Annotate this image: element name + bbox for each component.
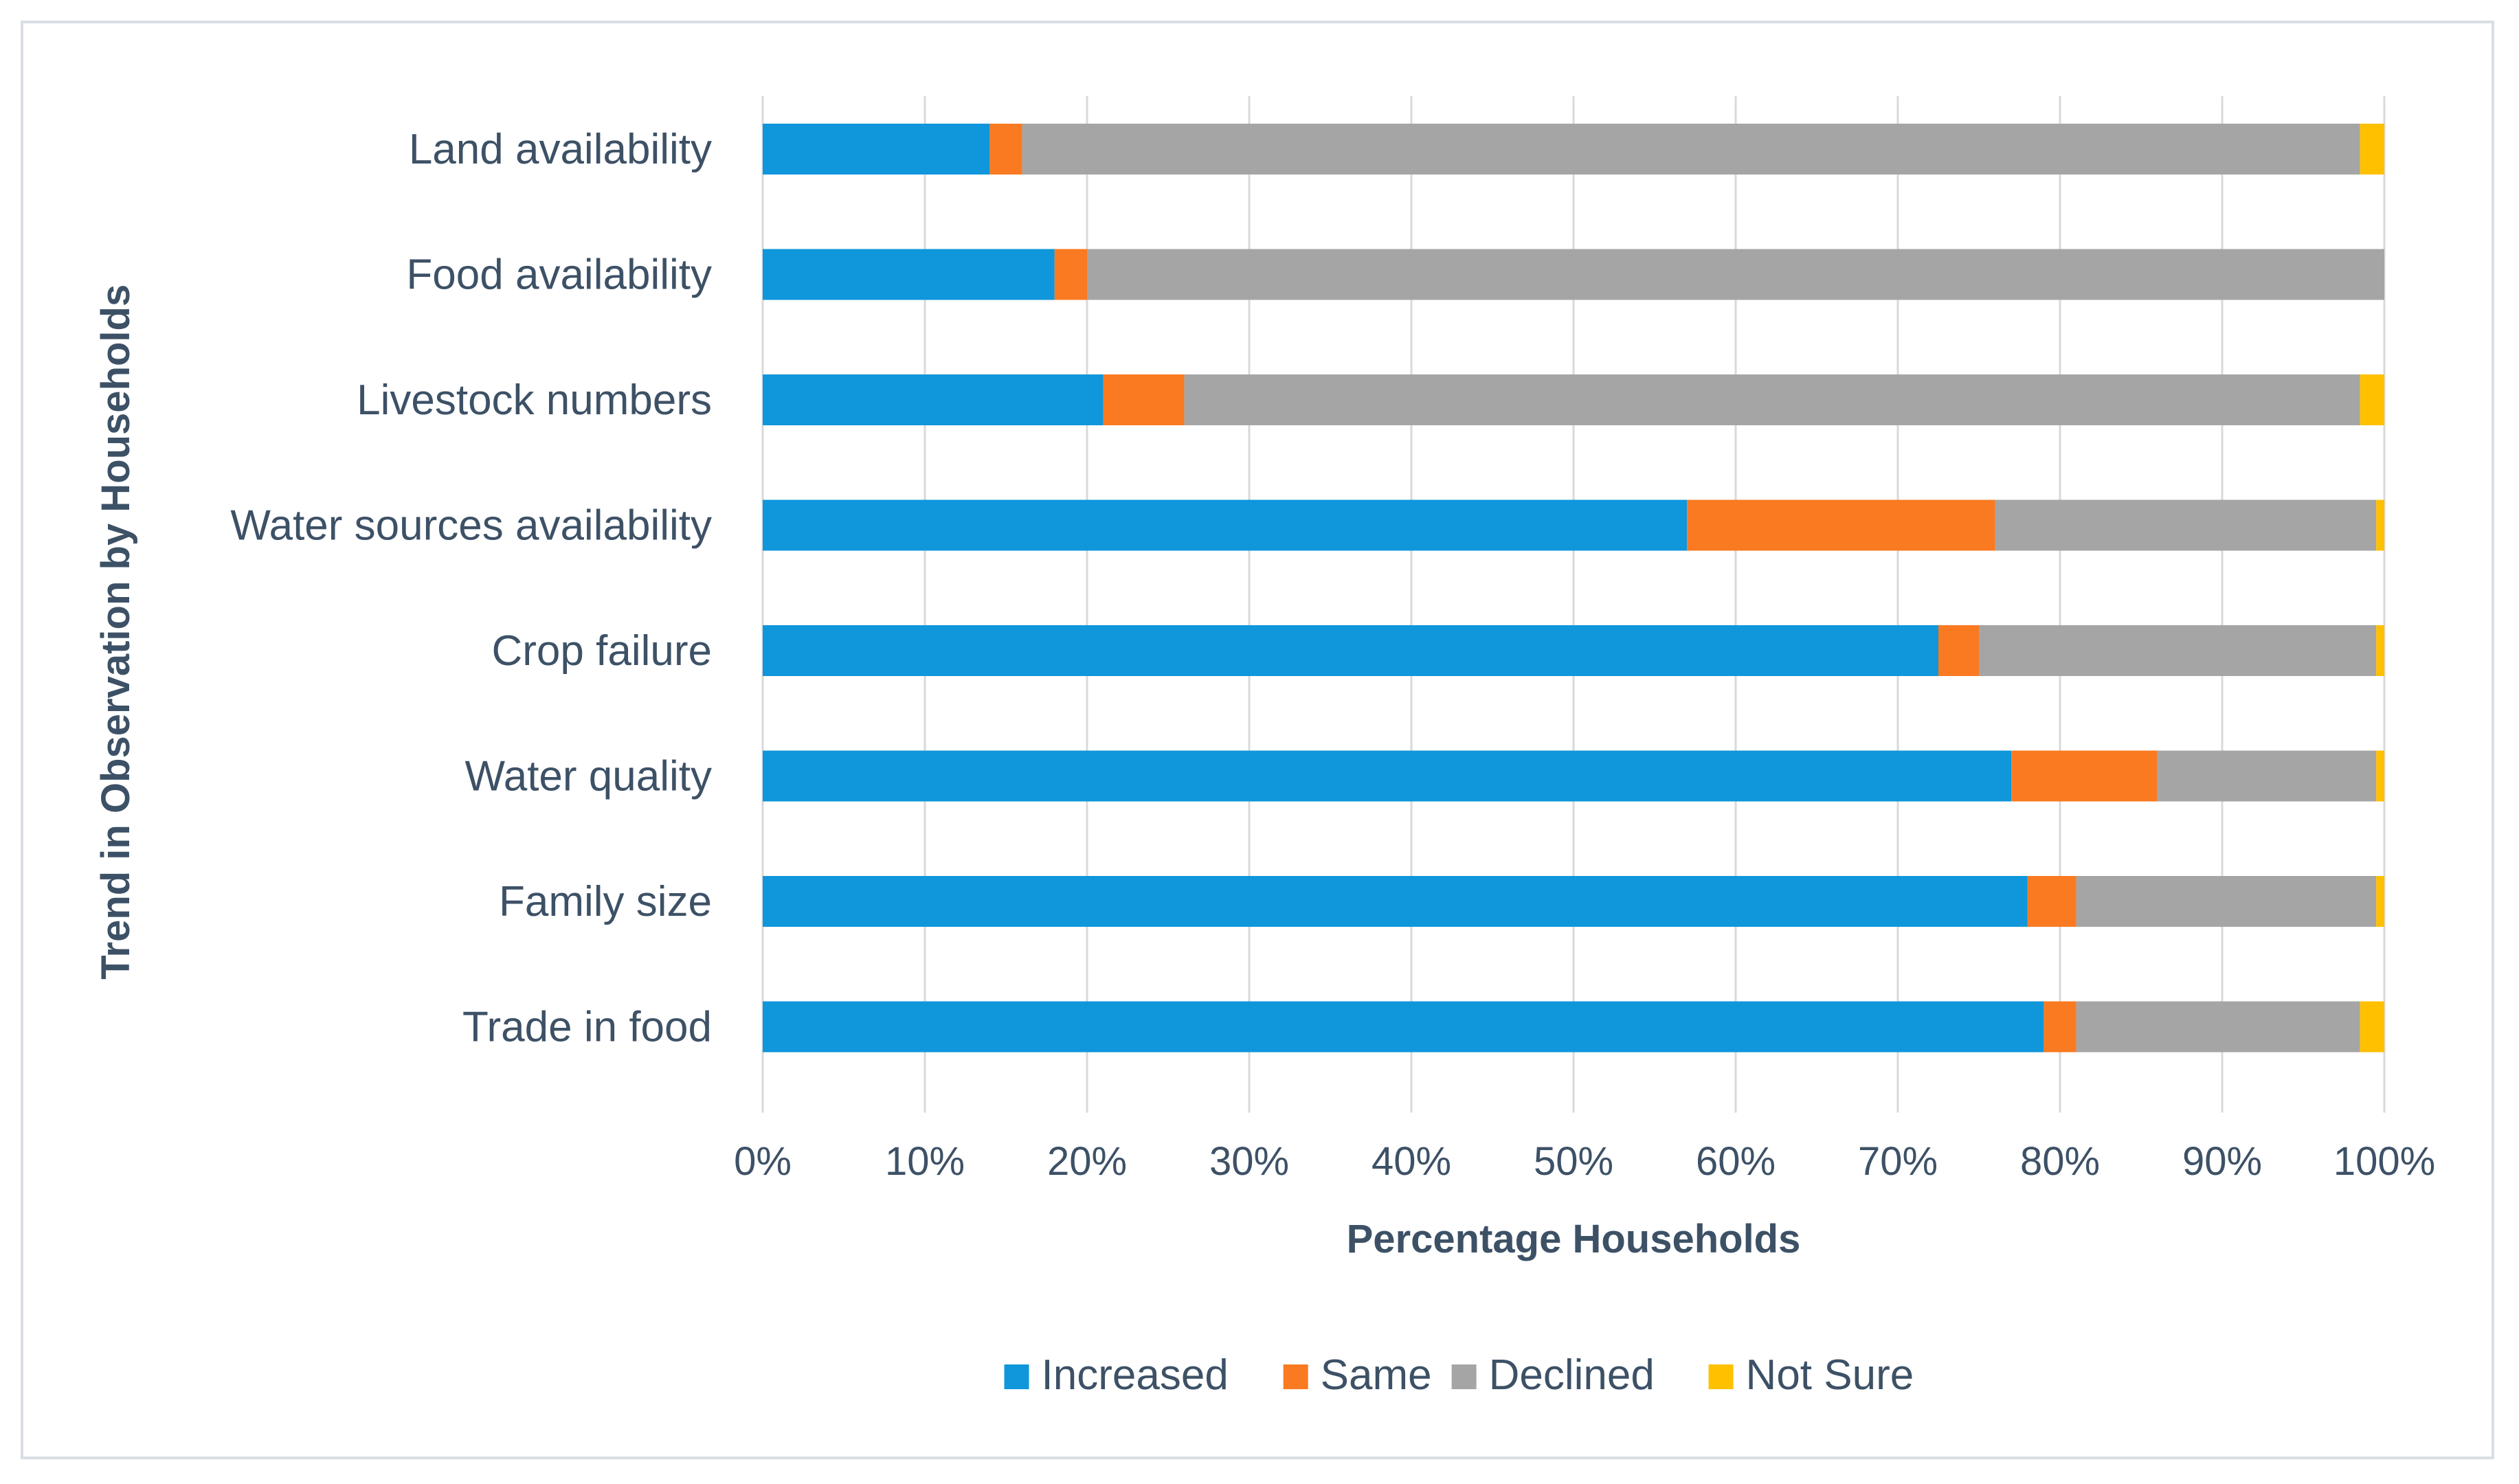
bar-segment-increased [763,750,2012,802]
legend-swatch [1451,1364,1477,1389]
x-tick-label: 40% [1372,1139,1451,1184]
x-axis-title: Percentage Households [1347,1217,1801,1261]
category-labels: Land availability Food availability Livest… [230,126,712,1051]
bar-segment-not-sure [2360,1001,2384,1053]
legend-swatch [1708,1364,1734,1389]
category-label: Trade in food [462,1004,712,1051]
x-tick-label: 60% [1696,1139,1776,1184]
x-tick-labels: 0% 10% 20% 30% 40% 50% 60% 70% 80% 90% 100% [734,1139,2435,1184]
bar-segment-increased [763,876,2028,927]
bar-segment-declined [1979,625,2377,676]
bar-segment-same [1054,249,1087,300]
category-label: Water sources availability [230,502,712,550]
x-tick-label: 10% [885,1139,965,1184]
bar-segment-same [1103,374,1185,425]
bar-segment-not-sure [2376,625,2384,676]
bar-segment-not-sure [2376,499,2384,551]
x-tick-label: 30% [1209,1139,1289,1184]
bars [763,124,2384,1053]
x-tick-label: 90% [2182,1139,2262,1184]
bar-segment-not-sure [2360,124,2384,175]
bar-segment-not-sure [2360,374,2384,425]
x-tick-label: 80% [2020,1139,2100,1184]
legend-label: Declined [1489,1351,1655,1399]
category-label: Land availability [409,126,712,173]
legend-label: Increased [1042,1351,1229,1399]
bar-segment-same [1938,625,1979,676]
bar-segment-declined [1184,374,2360,425]
bar-segment-increased [763,124,990,175]
bar-segment-increased [763,499,1688,551]
legend-swatch [1004,1364,1029,1389]
bar-segment-same [989,124,1022,175]
bar-segment-increased [763,249,1055,300]
x-tick-label: 0% [734,1139,792,1184]
x-tick-label: 70% [1858,1139,1938,1184]
bar-segment-declined [2076,876,2377,927]
gridlines [761,96,2386,1113]
category-label: Food availability [406,251,712,299]
bar-segment-declined [2076,1001,2360,1053]
category-label: Family size [499,878,712,925]
bar-segment-declined [1022,124,2360,175]
bar-segment-same [2027,876,2076,927]
bar-segment-declined [1995,499,2377,551]
category-label: Crop failure [492,627,712,675]
bar-segment-not-sure [2376,876,2384,927]
legend-swatch [1283,1364,1308,1389]
bar-segment-not-sure [2376,750,2384,802]
bar-segment-increased [763,374,1104,425]
bar-segment-declined [2157,750,2377,802]
x-tick-label: 50% [1534,1139,1613,1184]
bar-segment-increased [763,1001,2044,1053]
x-tick-label: 100% [2333,1139,2435,1184]
bar-segment-same [1687,499,1995,551]
legend-label: Same [1321,1351,1432,1399]
bar-segment-same [2044,1001,2076,1053]
category-label: Water quality [465,753,713,800]
bar-segment-declined [1087,249,2384,300]
category-label: Livestock numbers [357,376,712,424]
bar-segment-same [2011,750,2158,802]
legend: Increased Same Declined Not Sure [1004,1351,1914,1399]
y-axis-title: Trend in Observation by Households [93,284,138,980]
bar-segment-increased [763,625,1938,676]
x-tick-label: 20% [1047,1139,1127,1184]
legend-label: Not Sure [1746,1351,1914,1399]
